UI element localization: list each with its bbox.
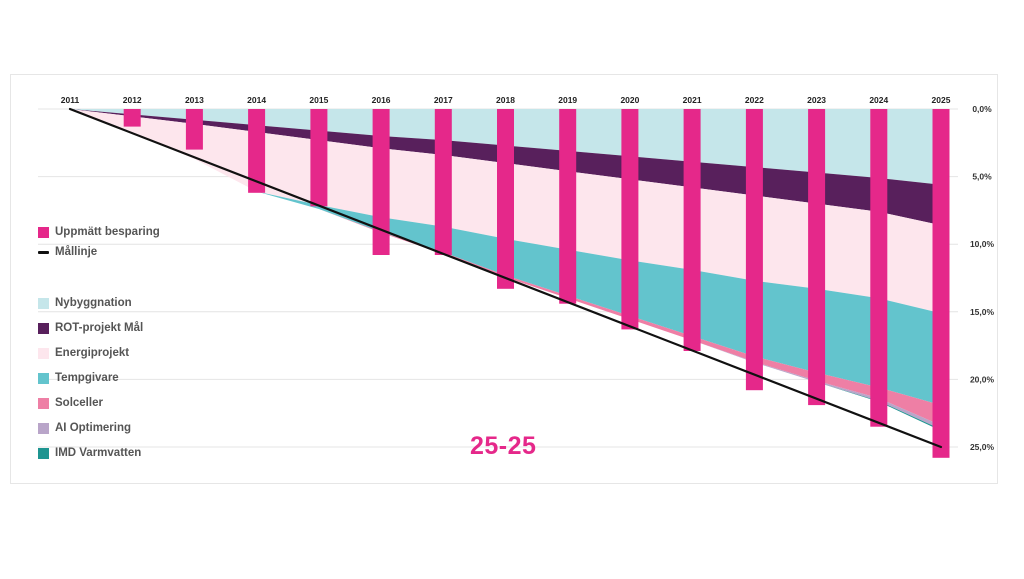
bar-2024 <box>870 109 888 427</box>
bar-2025 <box>932 109 950 458</box>
x-tick-label: 2016 <box>372 95 391 105</box>
bar-2018 <box>497 109 514 289</box>
x-tick-label: 2025 <box>932 95 951 105</box>
target-line <box>68 107 943 449</box>
x-tick-label: 2023 <box>807 95 826 105</box>
y-tick-label: 5,0% <box>972 172 992 182</box>
x-tick-label: 2018 <box>496 95 515 105</box>
bar-2013 <box>185 109 203 150</box>
x-tick-label: 2012 <box>123 95 142 105</box>
y-tick-label: 0,0% <box>972 104 992 114</box>
bar-2019 <box>559 109 577 304</box>
bar-2014 <box>248 109 266 193</box>
y-tick-label: 25,0% <box>970 442 995 452</box>
area-solceller <box>70 109 941 426</box>
y-tick-label: 15,0% <box>970 307 995 317</box>
bar-2022 <box>745 109 763 391</box>
bar-2016 <box>372 109 390 255</box>
y-axis-ticks: 0,0% 5,0% 10,0% 15,0% 20,0% 25,0% <box>970 104 995 452</box>
x-tick-label: 2020 <box>620 95 639 105</box>
x-tick-label: 2015 <box>309 95 328 105</box>
target-annotation: 25-25 <box>470 432 537 460</box>
x-tick-label: 2019 <box>558 95 577 105</box>
y-tick-label: 10,0% <box>970 239 995 249</box>
x-tick-label: 2022 <box>745 95 764 105</box>
bar-2021 <box>683 109 701 351</box>
x-tick-label: 2011 <box>61 95 80 105</box>
area-nybyggnation <box>70 109 941 185</box>
measured-bars <box>123 109 950 458</box>
x-tick-label: 2014 <box>247 95 266 105</box>
x-tick-label: 2017 <box>434 95 453 105</box>
target-line-path <box>68 107 943 449</box>
x-tick-label: 2024 <box>869 95 888 105</box>
x-tick-label: 2021 <box>683 95 702 105</box>
bar-2015 <box>310 109 328 207</box>
bar-2017 <box>434 109 452 255</box>
y-tick-label: 20,0% <box>970 374 995 384</box>
bar-2012 <box>123 109 141 127</box>
bar-2020 <box>621 109 639 330</box>
x-tick-label: 2013 <box>185 95 204 105</box>
bar-2023 <box>808 109 826 406</box>
x-axis-ticks: 2011 2012 2013 2014 2015 2016 2017 2018 2019 2020… <box>61 95 951 105</box>
